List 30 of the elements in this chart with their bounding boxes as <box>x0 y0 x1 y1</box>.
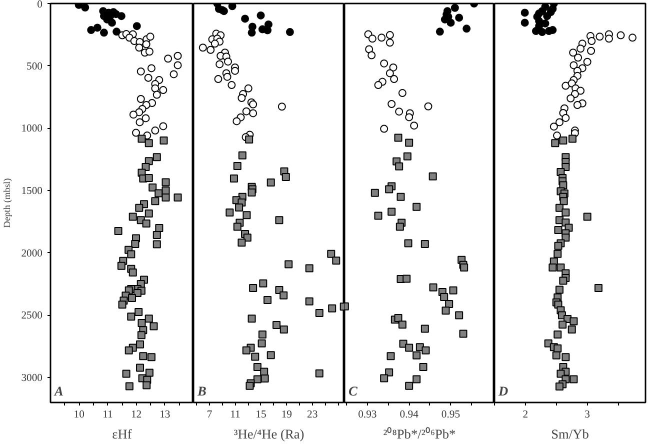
x-tick-label: 2 <box>522 410 528 420</box>
x-axis-title: Sm/Yb <box>551 426 590 442</box>
x-tick-label: 12 <box>130 410 142 420</box>
annotation: D <box>498 384 508 398</box>
x-tick-label: 0.93 <box>358 410 377 420</box>
x-tick-label: 23 <box>307 410 318 420</box>
x-tick-label: 11 <box>230 410 240 420</box>
y-tick-label: 500 <box>26 61 42 72</box>
y-tick-label: 2000 <box>21 248 42 260</box>
annotation: A <box>54 384 64 398</box>
x-axis-title: ³He/⁴He (Ra) <box>234 426 304 442</box>
annotation: B <box>196 384 206 398</box>
x-axis-title: ²⁰⁸Pb*/²⁰⁶Pb* <box>383 426 456 442</box>
y-axis-title: Depth (mbsl) <box>3 178 14 228</box>
y-tick-label: 0 <box>37 0 42 10</box>
x-axis-title: εHf <box>112 426 132 442</box>
y-tick-label: 2500 <box>21 310 42 322</box>
annotation: C <box>348 384 358 398</box>
x-tick-label: 13 <box>160 410 170 420</box>
x-tick-label: 19 <box>281 410 292 420</box>
x-tick-label: 0.95 <box>441 410 460 420</box>
y-tick-label: 1000 <box>21 124 42 135</box>
x-tick-label: 0.94 <box>400 410 420 420</box>
y-tick-label: 1500 <box>21 186 42 198</box>
x-tick-label: 11 <box>102 410 113 420</box>
x-tick-label: 7 <box>206 410 213 420</box>
y-tick-label: 3000 <box>21 373 42 384</box>
x-tick-label: 3 <box>584 410 590 420</box>
x-tick-label: 15 <box>256 410 266 420</box>
x-tick-label: 10 <box>74 410 84 420</box>
